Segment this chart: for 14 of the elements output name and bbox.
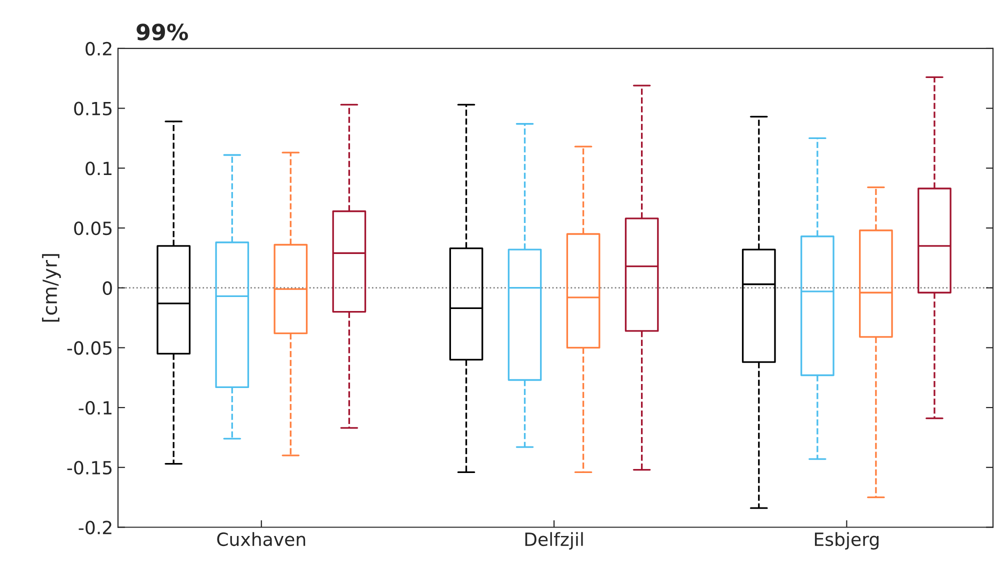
y-tick-label: 0.15 xyxy=(74,102,112,116)
y-tick-label: -0.15 xyxy=(67,460,112,475)
y-tick-label: 0 xyxy=(102,281,112,295)
y-tick-label: 0.1 xyxy=(86,162,112,176)
y-axis-title: [cm/yr] xyxy=(42,254,61,322)
y-tick-label: 0.05 xyxy=(74,221,112,236)
y-tick-label: -0.05 xyxy=(67,341,112,355)
y-tick-label: 0.2 xyxy=(86,42,112,56)
chart-title: 99% xyxy=(136,24,188,40)
y-tick-label: -0.1 xyxy=(78,401,112,415)
x-tick-label: Delfzjil xyxy=(525,532,583,550)
y-tick-label: -0.2 xyxy=(78,520,112,534)
x-tick-label: Esbjerg xyxy=(814,532,879,550)
x-tick-label: Cuxhaven xyxy=(217,532,306,546)
